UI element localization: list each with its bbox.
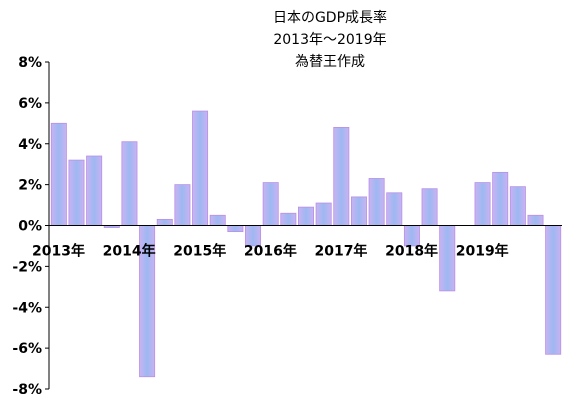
bar bbox=[227, 225, 244, 233]
bar bbox=[86, 155, 103, 226]
bar bbox=[439, 225, 456, 292]
bar bbox=[121, 141, 138, 226]
x-tick-label: 2018年 bbox=[385, 243, 438, 260]
y-tick-label: -2% bbox=[12, 259, 42, 275]
chart-title-line-1: 日本のGDP成長率 bbox=[273, 9, 387, 26]
bar bbox=[209, 214, 226, 226]
bar bbox=[386, 192, 403, 226]
bar bbox=[492, 171, 509, 226]
y-axis-ticks: 8% 6% 4% 2% 0% -2% -4% -6% -8% bbox=[12, 55, 49, 398]
x-tick-label: 2014年 bbox=[103, 243, 156, 260]
x-axis-year-labels: 2013年 2014年 2015年 2016年 2017年 2018年 2019年 bbox=[32, 243, 509, 260]
bar bbox=[156, 218, 173, 226]
y-tick-label: -4% bbox=[12, 300, 42, 316]
bar bbox=[280, 212, 297, 226]
y-tick-label: 4% bbox=[18, 137, 42, 153]
bar bbox=[527, 214, 544, 226]
bar bbox=[350, 196, 367, 226]
x-tick-label: 2017年 bbox=[314, 243, 367, 260]
bar bbox=[509, 186, 526, 226]
bar bbox=[545, 225, 562, 355]
bar bbox=[421, 188, 438, 226]
x-tick-label: 2016年 bbox=[244, 243, 297, 260]
x-tick-label: 2015年 bbox=[173, 243, 226, 260]
bar bbox=[174, 184, 191, 226]
y-tick-label: 0% bbox=[18, 219, 42, 235]
bar bbox=[50, 122, 67, 226]
y-tick-label: -6% bbox=[12, 341, 42, 357]
bar bbox=[474, 182, 491, 226]
bar bbox=[298, 206, 314, 226]
bar bbox=[262, 182, 279, 226]
bar bbox=[368, 178, 385, 226]
y-tick-label: 8% bbox=[18, 55, 42, 71]
y-tick-label: 2% bbox=[18, 178, 42, 194]
x-tick-label: 2019年 bbox=[456, 243, 509, 260]
y-tick-label: 6% bbox=[18, 96, 42, 112]
chart-title-line-3: 為替王作成 bbox=[295, 54, 365, 70]
y-tick-label: -8% bbox=[12, 382, 42, 398]
bar bbox=[68, 159, 85, 226]
bar bbox=[315, 202, 332, 226]
x-tick-label: 2013年 bbox=[32, 243, 85, 260]
bar bbox=[192, 110, 209, 226]
bar bbox=[333, 127, 350, 226]
bars-group bbox=[50, 110, 562, 378]
axes-group bbox=[48, 62, 562, 389]
chart-title-line-2: 2013年～2019年 bbox=[273, 32, 386, 48]
